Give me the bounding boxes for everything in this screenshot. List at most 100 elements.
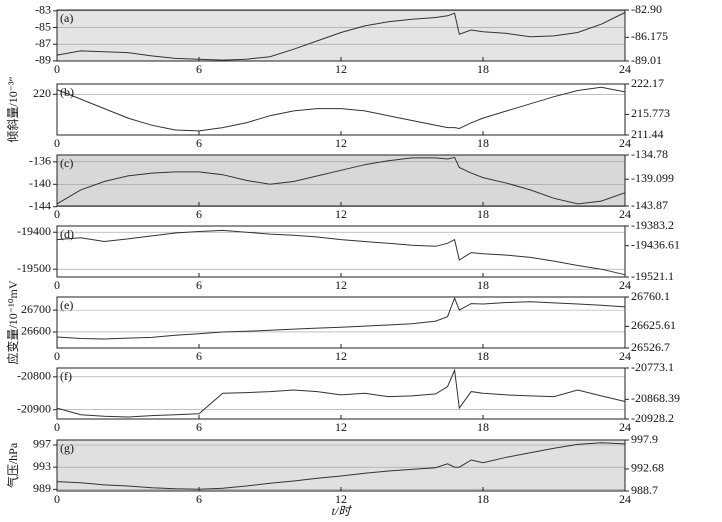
panel-background <box>57 155 625 206</box>
panel-background <box>57 440 625 491</box>
y-tick-label: 989 <box>33 481 51 495</box>
y-tick-label: -83 <box>35 3 51 17</box>
x-tick-label: 6 <box>196 207 202 221</box>
y2-tick-label: 26625.61 <box>631 318 676 332</box>
y2-tick-label: 988.7 <box>631 483 658 497</box>
y2-tick-label: -134.78 <box>631 147 668 161</box>
panel-background <box>57 368 625 419</box>
x-tick-label: 18 <box>477 492 489 506</box>
panel-background <box>57 297 625 348</box>
y2-tick-label: -143.87 <box>631 198 668 212</box>
x-tick-label: 0 <box>54 207 60 221</box>
y-tick-label: -87 <box>35 36 51 50</box>
panel-frame <box>56 83 626 136</box>
y-tick-label: -19400 <box>17 224 51 238</box>
x-tick-label: 18 <box>477 62 489 76</box>
y2-tick-label: 26526.7 <box>631 340 670 354</box>
x-tick-label: 18 <box>477 349 489 363</box>
x-tick-label: 0 <box>54 62 60 76</box>
x-tick-label: 24 <box>619 207 631 221</box>
x-tick-label: 0 <box>54 349 60 363</box>
y2-tick-label: -19436.61 <box>631 238 680 252</box>
panel-label: (b) <box>60 85 74 99</box>
x-tick-label: 12 <box>335 278 347 292</box>
y-tick-label: -144 <box>29 198 51 212</box>
y-tick-label: 997 <box>33 437 51 451</box>
y-axis-label: 应变量/10⁻¹⁰mV <box>5 280 20 364</box>
panel-background <box>57 10 625 61</box>
y2-tick-label: -139.099 <box>631 171 674 185</box>
x-tick-label: 12 <box>335 62 347 76</box>
y2-tick-label: -89.01 <box>631 53 662 67</box>
x-tick-label: 24 <box>619 492 631 506</box>
y-tick-label: -136 <box>29 154 51 168</box>
y-tick-label: -85 <box>35 19 51 33</box>
data-line <box>56 12 626 61</box>
x-tick-label: 12 <box>335 207 347 221</box>
x-tick-label: 6 <box>196 136 202 150</box>
panel-label: (c) <box>60 156 73 170</box>
panel-background <box>57 226 625 277</box>
panel-frame <box>56 225 626 278</box>
panel-frame <box>56 154 626 207</box>
x-tick-label: 6 <box>196 420 202 434</box>
panel-label: (f) <box>60 369 72 383</box>
x-tick-label: 12 <box>335 420 347 434</box>
x-tick-label: 6 <box>196 278 202 292</box>
y2-tick-label: -82.90 <box>631 2 662 16</box>
y2-tick-label: -19521.1 <box>631 269 674 283</box>
panel-frame <box>56 439 626 492</box>
x-tick-label: 0 <box>54 136 60 150</box>
x-tick-label: 24 <box>619 278 631 292</box>
x-tick-label: 24 <box>619 420 631 434</box>
x-tick-label: 6 <box>196 62 202 76</box>
y2-tick-label: -20868.39 <box>631 391 680 405</box>
y-tick-label: 220 <box>33 86 51 100</box>
x-tick-label: 18 <box>477 207 489 221</box>
y-tick-label: -19500 <box>17 261 51 275</box>
x-tick-label: 24 <box>619 62 631 76</box>
data-line <box>56 442 626 490</box>
data-line <box>56 229 626 276</box>
panel-label: (d) <box>60 227 74 241</box>
y-tick-label: 26600 <box>21 324 51 338</box>
y-tick-label: -20900 <box>17 401 51 415</box>
y-tick-label: 26700 <box>21 302 51 316</box>
x-tick-label: 12 <box>335 349 347 363</box>
data-line <box>56 296 626 340</box>
y-axis-label: 倾斜量/10⁻³″ <box>6 76 20 142</box>
y-tick-label: -140 <box>29 176 51 190</box>
y2-tick-label: -20773.1 <box>631 360 674 374</box>
panel-label: (g) <box>60 441 74 455</box>
x-tick-label: 6 <box>196 492 202 506</box>
y-tick-label: 993 <box>33 459 51 473</box>
panel-background <box>57 84 625 135</box>
x-tick-label: 18 <box>477 136 489 150</box>
x-tick-label: 0 <box>54 420 60 434</box>
panel-label: (a) <box>60 11 73 25</box>
x-tick-label: 6 <box>196 349 202 363</box>
x-tick-label: 18 <box>477 420 489 434</box>
x-tick-label: 12 <box>335 492 347 506</box>
x-tick-label: 18 <box>477 278 489 292</box>
x-tick-label: 24 <box>619 136 631 150</box>
x-axis-label: t/时 <box>332 504 353 518</box>
panel-label: (e) <box>60 298 73 312</box>
data-line <box>56 368 626 418</box>
x-tick-label: 0 <box>54 492 60 506</box>
panel-frame <box>56 9 626 62</box>
panel-frame <box>56 367 626 420</box>
y2-tick-label: 992.68 <box>631 461 664 475</box>
y-tick-label: -20800 <box>17 369 51 383</box>
y2-tick-label: 211.44 <box>631 127 664 141</box>
y2-tick-label: 26760.1 <box>631 289 670 303</box>
y2-tick-label: -20928.2 <box>631 411 674 425</box>
data-line <box>56 156 626 205</box>
y2-tick-label: 215.773 <box>631 106 670 120</box>
y2-tick-label: -19383.2 <box>631 218 674 232</box>
y-tick-label: -89 <box>35 53 51 67</box>
y2-tick-label: 222.17 <box>631 76 664 90</box>
panel-frame <box>56 296 626 349</box>
data-line <box>56 86 626 132</box>
